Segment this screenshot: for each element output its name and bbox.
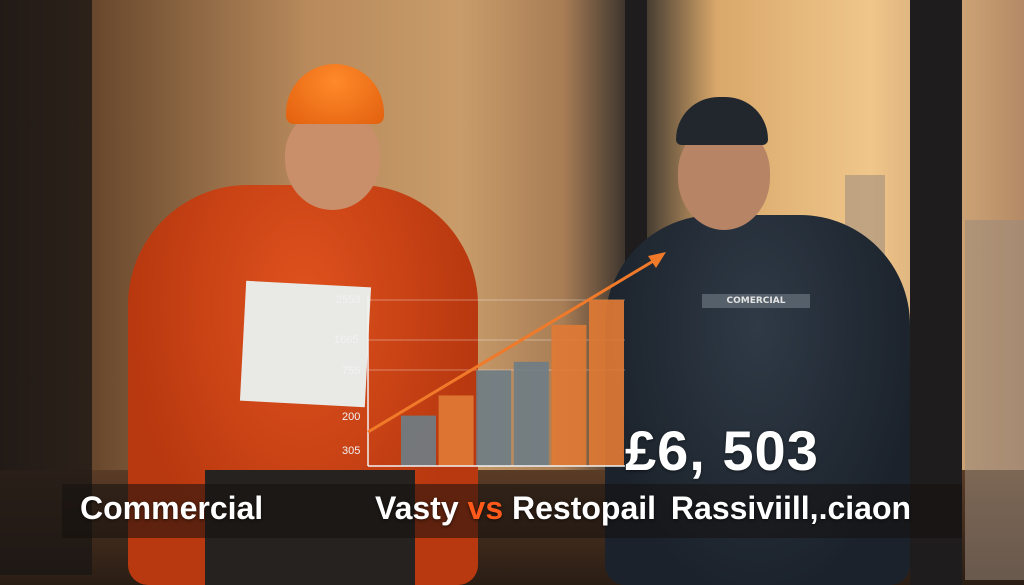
caption-middle-b: Restopail xyxy=(512,490,657,526)
caption-middle-a: Vasty xyxy=(375,490,459,526)
y-tick-label: 2553 xyxy=(336,294,360,306)
chart-bar xyxy=(401,415,436,466)
headline-value: £6, 503 xyxy=(625,419,819,482)
y-tick-label: 200 xyxy=(342,411,360,423)
city-skyline xyxy=(965,220,1024,580)
chart-bar xyxy=(476,370,512,466)
caption-vs: vs xyxy=(467,490,504,526)
chart-bar xyxy=(589,299,624,466)
trend-arrow-line xyxy=(367,258,656,434)
y-tick-label: 1665 xyxy=(334,334,358,346)
caption-band xyxy=(62,484,962,538)
y-tick-label: 755 xyxy=(342,365,360,377)
caption-middle: Vasty vs Restopail Rassiviill,.ciaon xyxy=(375,490,911,527)
y-tick-label: 305 xyxy=(342,445,360,457)
chart-bar xyxy=(551,324,587,466)
trend-arrow-head xyxy=(648,252,666,268)
uniform-label: COMERCIAL xyxy=(702,294,810,308)
caption-left: Commercial xyxy=(80,490,264,526)
worker-left-face xyxy=(285,110,380,210)
chart-bar xyxy=(513,361,549,466)
window-frame xyxy=(0,0,92,575)
caption-right: Rassiviill,.ciaon xyxy=(670,490,912,526)
chart-bar xyxy=(438,395,474,466)
